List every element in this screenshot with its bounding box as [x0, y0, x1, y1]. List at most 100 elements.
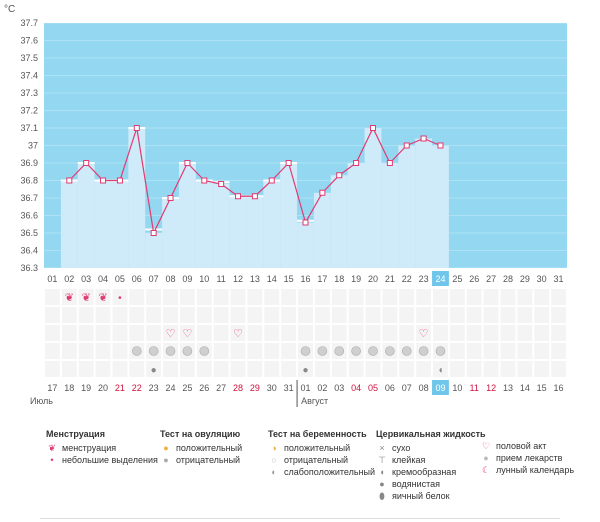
- y-tick-label: 36.7: [20, 193, 38, 203]
- temperature-point: [66, 177, 73, 184]
- heart-icon: ♡: [481, 441, 491, 451]
- marker-cell: [517, 361, 533, 377]
- y-tick-label: 36.6: [20, 211, 38, 221]
- marker-cell: [314, 325, 330, 341]
- temperature-bar: [162, 198, 179, 268]
- marker-cell: [281, 289, 297, 305]
- cycle-day-label: 26: [469, 274, 479, 284]
- marker-cell: [382, 289, 398, 305]
- marker-cell: [61, 307, 77, 323]
- legend-ovulation-positive: положительный: [176, 443, 243, 453]
- marker-cell: [247, 343, 263, 359]
- calendar-date-label: 31: [284, 383, 294, 393]
- marker-cell: [95, 307, 111, 323]
- marker-cell: [331, 307, 347, 323]
- cycle-day-label: 27: [486, 274, 496, 284]
- menstruation-marker: ❦: [98, 292, 107, 304]
- temperature-bar: [432, 145, 449, 268]
- calendar-date-label: 21: [115, 383, 125, 393]
- legend-ovulation-title: Тест на овуляцию: [160, 429, 241, 439]
- marker-cell: [483, 343, 499, 359]
- marker-cell: [551, 361, 566, 377]
- marker-cell: [298, 307, 313, 323]
- temperature-point: [285, 160, 292, 166]
- ovulation-negative-marker: [368, 346, 378, 356]
- legend-pregnancy-title: Тест на беременность: [268, 429, 367, 439]
- temperature-point: [268, 177, 275, 184]
- marker-cell: [78, 289, 94, 305]
- marker-cell: [399, 361, 415, 377]
- marker-cell: [179, 289, 195, 305]
- marker-cell: [163, 325, 178, 341]
- menstruation-drops-icon: ❦: [48, 443, 56, 453]
- marker-cell: [517, 307, 533, 323]
- sticky-icon: ⊤: [378, 455, 386, 465]
- temperature-point: [133, 125, 140, 131]
- cycle-day-label: 08: [166, 274, 176, 284]
- marker-cell: [348, 307, 364, 323]
- cycle-day-label: 12: [233, 274, 243, 284]
- legend-pregnancy: Тест на беременность ◑ положительный ○ отр…: [268, 428, 375, 478]
- marker-cell: [466, 307, 482, 323]
- marker-cell: [196, 307, 212, 323]
- y-tick-label: 37.1: [20, 123, 38, 133]
- legend-cervical-sticky: клейкая: [392, 455, 426, 465]
- calendar-date-label: 01: [300, 383, 310, 393]
- marker-cell: [399, 307, 415, 323]
- temperature-bar: [77, 163, 95, 268]
- marker-cell: [179, 325, 195, 341]
- pregnancy-negative-icon: ○: [271, 455, 277, 465]
- calendar-date-label: 17: [47, 383, 57, 393]
- marker-cell: [534, 307, 550, 323]
- marker-cell: [281, 307, 297, 323]
- marker-cell: [45, 361, 60, 377]
- legend-spotting-item: небольшие выделения: [62, 455, 158, 465]
- marker-cell: [179, 307, 195, 323]
- cervical-drop-marker: ●: [302, 365, 308, 376]
- cycle-day-label: 22: [402, 274, 412, 284]
- marker-cell: [112, 307, 128, 323]
- calendar-date-label: 16: [554, 383, 564, 393]
- marker-cell: [247, 325, 263, 341]
- marker-cell: [416, 325, 432, 341]
- marker-cell: [399, 325, 415, 341]
- marker-cell: [95, 289, 111, 305]
- cycle-day-label: 20: [368, 274, 378, 284]
- y-tick-label: 37.7: [20, 18, 38, 28]
- calendar-date-label: 04: [351, 383, 361, 393]
- ovulation-negative-marker: [418, 346, 429, 356]
- cycle-day-label: 30: [537, 274, 547, 284]
- calendar-date-label: 29: [250, 383, 260, 393]
- cycle-day-label: 06: [132, 274, 142, 284]
- legend-cervical-title: Цервикальная жидкость: [376, 429, 486, 439]
- marker-cell: [534, 343, 550, 359]
- marker-cell: [163, 307, 178, 323]
- marker-cell: [78, 325, 94, 341]
- marker-cell: [348, 289, 364, 305]
- cycle-day-label: 18: [334, 274, 344, 284]
- temperature-bar: [178, 163, 196, 268]
- marker-cell: [45, 307, 60, 323]
- spotting-drop-icon: •: [50, 455, 54, 465]
- y-axis-unit: °C: [4, 4, 15, 15]
- marker-cell: [61, 289, 77, 305]
- legend-menstruation-title: Менструация: [46, 429, 105, 439]
- marker-cell: [247, 361, 263, 377]
- marker-cell: [196, 289, 212, 305]
- temperature-point: [83, 160, 90, 166]
- temperature-point: [403, 142, 410, 149]
- cycle-day-label: 29: [520, 274, 530, 284]
- marker-cell: [466, 325, 482, 341]
- temperature-point: [167, 195, 174, 201]
- marker-cell: [416, 361, 432, 377]
- marker-cell: [247, 307, 263, 323]
- marker-cell: [45, 343, 60, 359]
- marker-cell: [433, 307, 448, 323]
- marker-cell: [264, 361, 280, 377]
- marker-cell: [61, 343, 77, 359]
- marker-cell: [449, 325, 465, 341]
- cycle-day-label: 15: [284, 274, 294, 284]
- marker-cell: [500, 289, 516, 305]
- marker-cell: [466, 343, 482, 359]
- ovulation-negative-marker: [131, 346, 142, 356]
